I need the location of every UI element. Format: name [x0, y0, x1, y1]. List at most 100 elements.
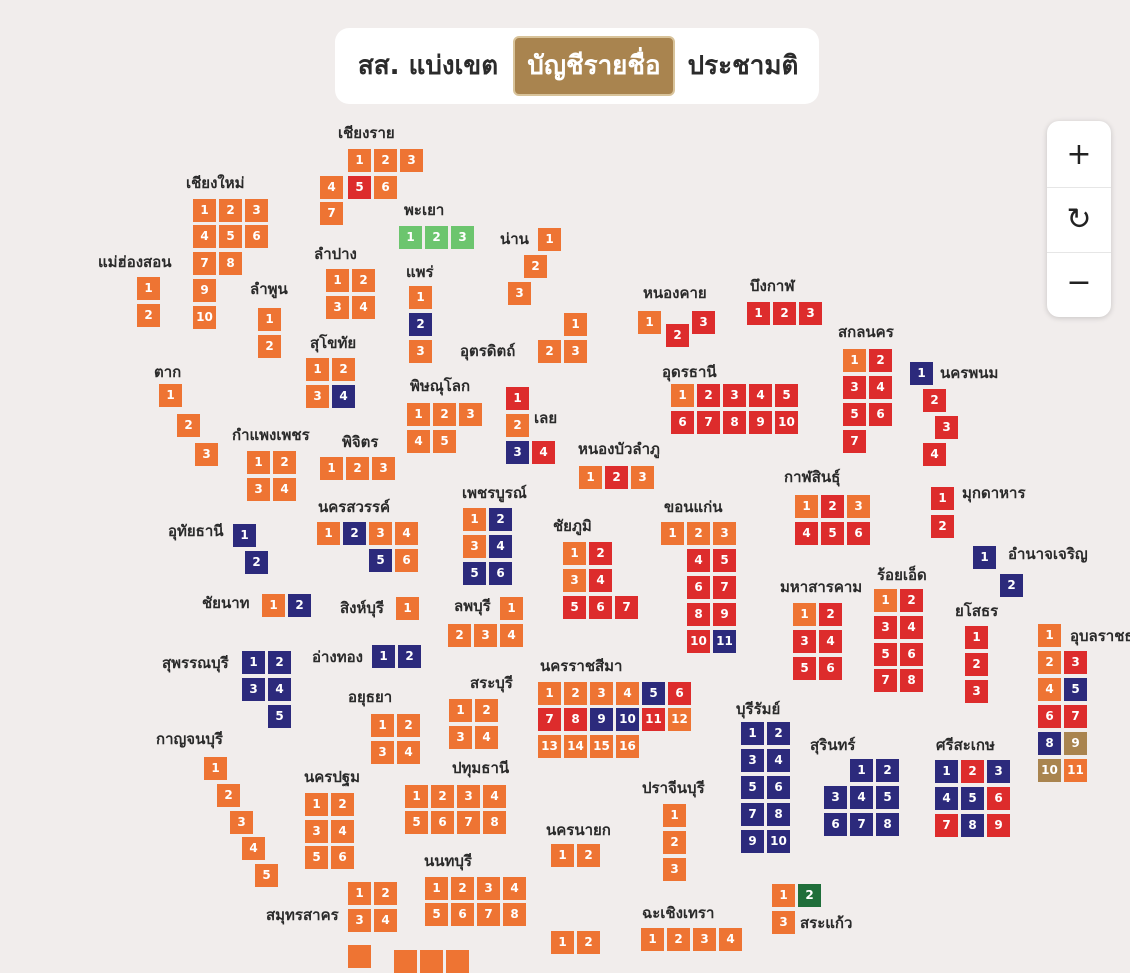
seat-tile[interactable]: 4 [1038, 678, 1061, 701]
seat-tile[interactable]: 1 [137, 277, 160, 300]
seat-tile[interactable]: 1 [661, 522, 684, 545]
seat-tile[interactable]: 3 [371, 741, 394, 764]
seat-tile[interactable]: 2 [374, 882, 397, 905]
seat-tile[interactable]: 2 [821, 495, 844, 518]
seat-tile[interactable]: 2 [667, 928, 690, 951]
seat-tile[interactable]: 7 [697, 411, 720, 434]
seat-tile[interactable]: 7 [935, 814, 958, 837]
seat-tile[interactable]: 5 [425, 903, 448, 926]
seat-tile[interactable]: 1 [747, 302, 770, 325]
seat-tile[interactable]: 4 [500, 624, 523, 647]
seat-tile[interactable]: 4 [320, 176, 343, 199]
seat-tile[interactable]: 5 [874, 643, 897, 666]
seat-tile[interactable]: 3 [247, 478, 270, 501]
seat-tile[interactable]: 10 [193, 306, 216, 329]
seat-tile[interactable]: 5 [255, 864, 278, 887]
seat-tile[interactable]: 1 [551, 844, 574, 867]
seat-tile[interactable]: 2 [687, 522, 710, 545]
seat-tile[interactable]: 2 [589, 542, 612, 565]
seat-tile[interactable]: 2 [137, 304, 160, 327]
seat-tile[interactable]: 7 [850, 813, 873, 836]
seat-tile[interactable]: 6 [869, 403, 892, 426]
seat-tile[interactable]: 1 [407, 403, 430, 426]
seat-tile[interactable]: 4 [483, 785, 506, 808]
zoom-in-button[interactable]: + [1066, 137, 1092, 172]
seat-tile[interactable]: 16 [616, 735, 639, 758]
seat-tile[interactable]: 2 [697, 384, 720, 407]
seat-tile[interactable]: 2 [268, 651, 291, 674]
seat-tile[interactable]: 1 [850, 759, 873, 782]
seat-tile[interactable]: 8 [876, 813, 899, 836]
seat-tile[interactable]: 2 [666, 324, 689, 347]
seat-tile[interactable]: 1 [663, 804, 686, 827]
seat-tile[interactable]: 5 [405, 811, 428, 834]
seat-tile[interactable]: 9 [1064, 732, 1087, 755]
seat-tile[interactable]: 1 [793, 603, 816, 626]
seat-tile[interactable]: 2 [506, 414, 529, 437]
seat-tile[interactable]: 8 [503, 903, 526, 926]
seat-tile[interactable] [420, 950, 443, 973]
seat-tile[interactable]: 4 [616, 682, 639, 705]
seat-tile[interactable]: 10 [687, 630, 710, 653]
seat-tile[interactable]: 3 [987, 760, 1010, 783]
seat-tile[interactable]: 4 [869, 376, 892, 399]
seat-tile[interactable]: 1 [910, 362, 933, 385]
seat-tile[interactable]: 1 [348, 882, 371, 905]
seat-tile[interactable] [394, 950, 417, 973]
seat-tile[interactable]: 1 [538, 228, 561, 251]
reset-view-icon[interactable]: ↻ [1047, 187, 1111, 253]
seat-tile[interactable]: 5 [369, 549, 392, 572]
seat-tile[interactable]: 3 [793, 630, 816, 653]
seat-tile[interactable]: 6 [987, 787, 1010, 810]
seat-tile[interactable]: 2 [425, 226, 448, 249]
seat-tile[interactable]: 5 [843, 403, 866, 426]
seat-tile[interactable]: 1 [741, 722, 764, 745]
seat-tile[interactable]: 2 [398, 645, 421, 668]
seat-tile[interactable]: 9 [749, 411, 772, 434]
seat-tile[interactable]: 11 [1064, 759, 1087, 782]
seat-tile[interactable]: 2 [217, 784, 240, 807]
seat-tile[interactable]: 3 [693, 928, 716, 951]
seat-tile[interactable] [348, 945, 371, 968]
seat-tile[interactable]: 3 [348, 909, 371, 932]
seat-tile[interactable]: 1 [973, 546, 996, 569]
seat-tile[interactable]: 2 [475, 699, 498, 722]
seat-tile[interactable]: 11 [642, 708, 665, 731]
seat-tile[interactable]: 2 [538, 340, 561, 363]
seat-tile[interactable]: 4 [331, 820, 354, 843]
seat-tile[interactable]: 8 [961, 814, 984, 837]
seat-tile[interactable]: 7 [477, 903, 500, 926]
seat-tile[interactable]: 5 [876, 786, 899, 809]
seat-tile[interactable]: 6 [824, 813, 847, 836]
seat-tile[interactable]: 2 [258, 335, 281, 358]
seat-tile[interactable]: 3 [457, 785, 480, 808]
seat-tile[interactable]: 3 [843, 376, 866, 399]
seat-tile[interactable]: 5 [433, 430, 456, 453]
seat-tile[interactable]: 1 [409, 286, 432, 309]
seat-tile[interactable]: 7 [457, 811, 480, 834]
seat-tile[interactable]: 4 [532, 441, 555, 464]
seat-tile[interactable]: 8 [723, 411, 746, 434]
seat-tile[interactable]: 6 [489, 562, 512, 585]
seat-tile[interactable]: 3 [449, 726, 472, 749]
seat-tile[interactable]: 2 [869, 349, 892, 372]
seat-tile[interactable]: 2 [288, 594, 311, 617]
seat-tile[interactable]: 4 [767, 749, 790, 772]
seat-tile[interactable]: 8 [767, 803, 790, 826]
seat-tile[interactable]: 1 [247, 451, 270, 474]
seat-tile[interactable]: 1 [258, 308, 281, 331]
seat-tile[interactable]: 4 [503, 877, 526, 900]
seat-tile[interactable]: 3 [713, 522, 736, 545]
seat-tile[interactable]: 4 [332, 385, 355, 408]
seat-tile[interactable]: 3 [400, 149, 423, 172]
seat-tile[interactable]: 2 [219, 199, 242, 222]
seat-tile[interactable]: 6 [1038, 705, 1061, 728]
seat-tile[interactable]: 4 [923, 443, 946, 466]
seat-tile[interactable]: 2 [177, 414, 200, 437]
seat-tile[interactable]: 1 [795, 495, 818, 518]
seat-tile[interactable]: 7 [538, 708, 561, 731]
seat-tile[interactable]: 1 [638, 311, 661, 334]
seat-tile[interactable]: 6 [819, 657, 842, 680]
seat-tile[interactable]: 4 [268, 678, 291, 701]
seat-tile[interactable]: 7 [741, 803, 764, 826]
